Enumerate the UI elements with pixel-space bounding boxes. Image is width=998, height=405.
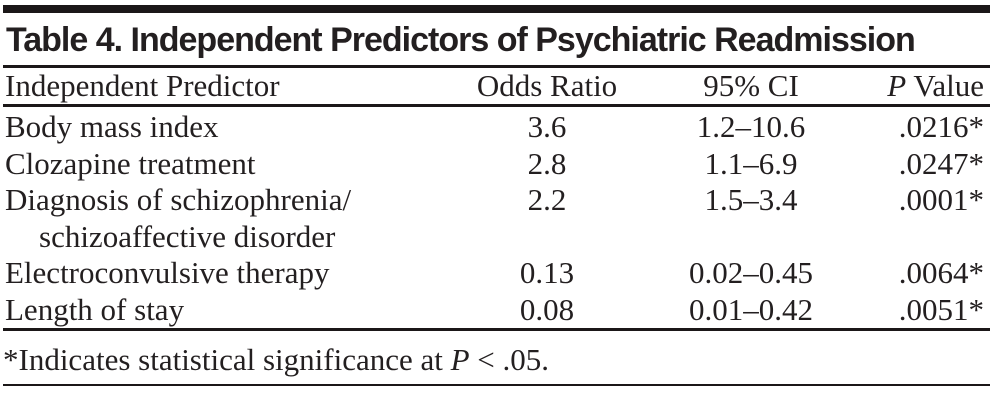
predictor-cell: Body mass index (5, 109, 219, 144)
ci-cell: 1.5–3.4 (704, 182, 798, 217)
p-value-label-rest: Value (906, 68, 984, 103)
predictor-cell-wrapped-line: schizoaffective disorder (39, 218, 336, 254)
footnote-text: *Indicates statistical significance at (3, 342, 451, 377)
footnote-threshold: < .05. (469, 342, 550, 377)
ci-cell: 1.2–10.6 (696, 109, 806, 144)
ci-cell: 0.02–0.45 (689, 255, 813, 290)
table-row: Clozapine treatment 2.8 1.1–6.9 .0247* (3, 146, 990, 183)
table-body: Body mass index 3.6 1.2–10.6 .0216* Cloz… (3, 107, 990, 328)
odds-ratio-cell: 2.8 (527, 145, 567, 181)
odds-ratio-cell: 0.08 (519, 291, 575, 327)
table-row: Body mass index 3.6 1.2–10.6 .0216* (3, 109, 990, 146)
column-header-odds-ratio: Odds Ratio (476, 68, 618, 103)
bottom-rule (3, 384, 990, 386)
table-row: Length of stay 0.08 0.01–0.42 .0051* (3, 292, 990, 329)
p-symbol: P (887, 68, 907, 103)
rule-below-title (3, 65, 990, 68)
ci-cell: 0.01–0.42 (689, 291, 813, 327)
ci-cell: 1.1–6.9 (704, 145, 798, 181)
rule-above-footnote (3, 328, 990, 331)
table-row: Diagnosis of schizophrenia/ 2.2 1.5–3.4 … (3, 182, 990, 255)
column-header-independent-predictor: Independent Predictor (5, 68, 280, 103)
footnote: *Indicates statistical significance at P… (3, 331, 990, 384)
odds-ratio-cell: 3.6 (527, 109, 567, 144)
predictor-cell: Electroconvulsive therapy (5, 255, 330, 290)
odds-ratio-cell: 2.2 (527, 182, 567, 217)
odds-ratio-cell: 0.13 (519, 255, 575, 290)
predictor-cell: Clozapine treatment (5, 145, 256, 181)
p-value-cell: .0216* (898, 109, 984, 144)
predictor-cell: Length of stay (5, 291, 185, 327)
p-value-cell: .0001* (898, 182, 984, 217)
table-sheet: Table 4. Independent Predictors of Psych… (3, 5, 990, 386)
predictor-cell: Diagnosis of schizophrenia/ (5, 182, 352, 217)
p-symbol: P (450, 342, 470, 377)
table-row: Electroconvulsive therapy 0.13 0.02–0.45… (3, 255, 990, 292)
rule-below-header (3, 104, 990, 107)
p-value-cell: .0051* (898, 291, 984, 327)
top-thick-rule (3, 5, 990, 13)
p-value-cell: .0064* (898, 255, 984, 290)
column-header-p-value: P Value (856, 68, 990, 104)
p-value-cell: .0247* (898, 145, 984, 181)
column-header-95-ci: 95% CI (703, 68, 799, 103)
table-title: Table 4. Independent Predictors of Psych… (6, 21, 916, 59)
table-header-row: Independent Predictor Odds Ratio 95% CI … (3, 68, 990, 104)
